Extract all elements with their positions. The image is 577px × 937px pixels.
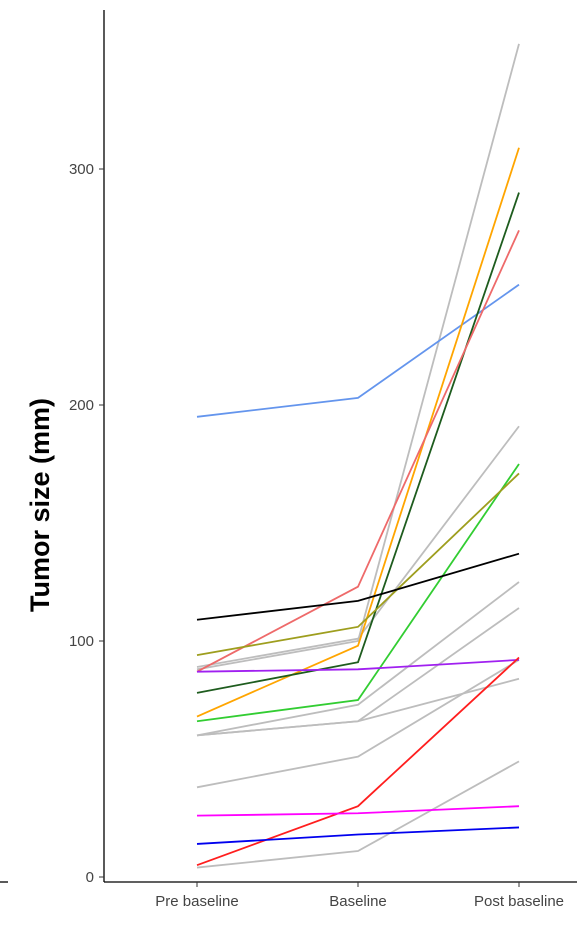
series-layer — [196, 43, 520, 869]
y-tick-label: 0 — [86, 869, 94, 886]
series-line-12 — [196, 463, 520, 723]
y-axis-title: Tumor size (mm) — [25, 398, 55, 612]
series-line-6 — [196, 659, 520, 789]
y-tick-label: 200 — [69, 397, 94, 414]
series-line-1 — [196, 43, 520, 671]
series-line-14 — [196, 552, 520, 621]
series-line-11 — [196, 229, 520, 673]
series-line-9 — [196, 147, 520, 718]
y-axis-ticks: 0 100 200 300 — [69, 161, 104, 886]
y-tick-label: 100 — [69, 633, 94, 650]
series-line-15 — [196, 658, 520, 673]
series-line-13 — [196, 472, 520, 657]
series-line-16 — [196, 656, 520, 867]
x-axis-ticks: Pre baseline Baseline Post baseline — [155, 882, 564, 910]
series-line-7 — [196, 760, 520, 869]
series-line-2 — [196, 425, 520, 668]
x-tick-label: Pre baseline — [155, 893, 238, 910]
series-line-17 — [196, 805, 520, 817]
series-line-3 — [196, 581, 520, 737]
x-tick-label: Baseline — [329, 893, 387, 910]
y-tick-label: 300 — [69, 161, 94, 178]
x-tick-label: Post baseline — [474, 893, 564, 910]
series-line-18 — [196, 826, 520, 845]
series-line-8 — [196, 283, 520, 418]
